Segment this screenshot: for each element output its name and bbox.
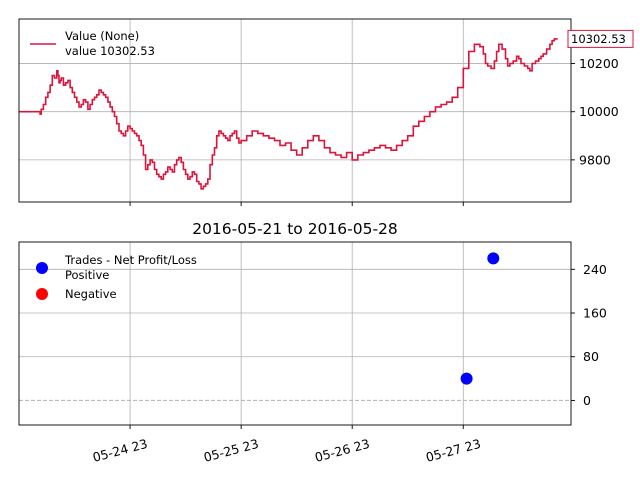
negative-legend-label: Negative [65, 287, 117, 301]
last-value-tag-box [567, 29, 634, 48]
trades-panel-x-gridlines [129, 242, 464, 425]
last-value-tag-text: 10302.53 [571, 32, 626, 46]
value-panel: 9800 10000 10200 Value (None) value 10302.… [18, 18, 634, 206]
value-panel-y-ticks: 9800 10000 10200 [571, 56, 619, 167]
trades-panel: 05-24 23 05-25 23 05-26 23 05-27 23 0 80 160 2… [18, 241, 607, 465]
trades-panel-y-ticks: 0 80 160 240 [571, 262, 607, 408]
date-range-title: 2016-05-21 to 2016-05-28 [192, 220, 398, 238]
value-panel-background [19, 19, 571, 202]
trades-legend-title: Trades - Net Profit/Loss [64, 253, 197, 267]
value-legend: Value (None) value 10302.53 [30, 29, 155, 58]
trades-x-tick-label: 05-24 23 [91, 436, 149, 465]
value-panel-x-gridlines [129, 19, 464, 202]
trades-x-tick-label: 05-26 23 [313, 436, 371, 465]
trades-x-tick-label: 05-25 23 [202, 436, 260, 465]
trade-markers [460, 252, 500, 385]
value-legend-value: value 10302.53 [65, 44, 155, 58]
value-panel-y-gridlines [19, 63, 571, 161]
value-y-tick-label: 10000 [579, 104, 619, 119]
positive-legend-label: Positive [65, 268, 109, 282]
value-y-tick-label: 10200 [579, 56, 619, 71]
positive-trade-point [487, 252, 500, 265]
trades-panel-x-ticks: 05-24 23 05-25 23 05-26 23 05-27 23 [91, 425, 482, 465]
trades-panel-y-gridlines [19, 268, 571, 358]
value-panel-frame [18, 18, 572, 203]
trades-legend: Trades - Net Profit/Loss Positive Negati… [36, 253, 197, 301]
trades-y-tick-label: 240 [583, 262, 607, 277]
trades-x-tick-label: 05-27 23 [424, 436, 482, 465]
value-legend-label: Value (None) [65, 29, 139, 43]
trades-panel-frame [18, 241, 572, 426]
last-value-tag: 10302.53 [567, 29, 634, 48]
positive-trade-point [460, 372, 473, 385]
trades-panel-background [19, 242, 571, 425]
trades-y-tick-label: 0 [583, 393, 591, 408]
value-y-tick-label: 9800 [579, 152, 611, 167]
negative-legend-marker [36, 288, 48, 300]
value-series-line [19, 38, 558, 190]
trades-y-tick-label: 80 [583, 349, 599, 364]
value-panel-x-tickmarks [129, 202, 464, 206]
positive-legend-marker [36, 262, 48, 274]
trades-y-tick-label: 160 [583, 306, 607, 321]
